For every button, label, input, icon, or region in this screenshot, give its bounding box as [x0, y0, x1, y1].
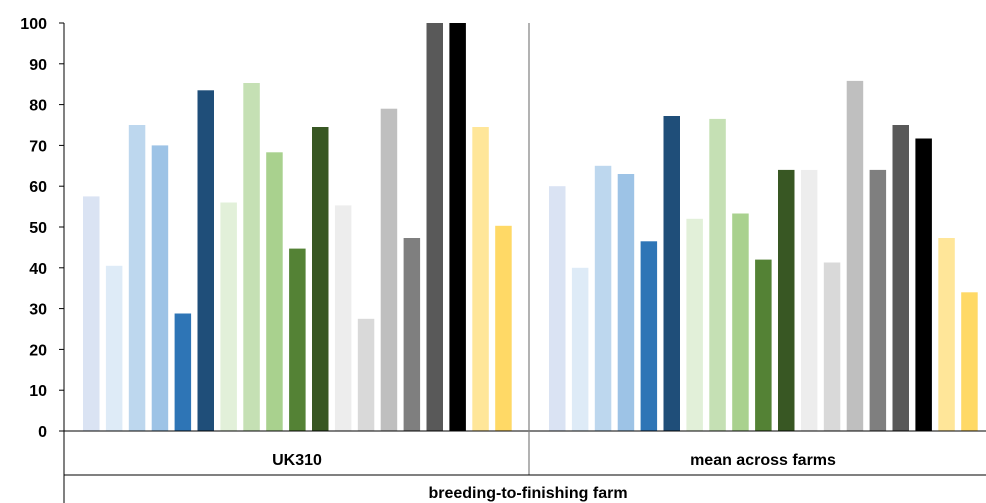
bars: [83, 23, 978, 432]
y-tick-label: 80: [29, 98, 47, 115]
bar-mean-5: [640, 241, 658, 431]
bar-uk310-8: [243, 83, 260, 431]
y-tick-label: 40: [29, 261, 47, 278]
y-tick-label: 90: [29, 57, 47, 74]
bar-uk310-16: [426, 23, 443, 431]
bar-uk310-1: [83, 196, 100, 431]
bar-mean-1: [549, 186, 566, 431]
bar-uk310-3: [128, 125, 146, 431]
y-tick-label: 20: [29, 342, 47, 359]
bar-mean-18: [938, 238, 955, 431]
bar-uk310-10: [289, 248, 306, 431]
bar-mean-7: [686, 218, 703, 431]
bar-mean-17: [915, 138, 932, 431]
y-tick-label: 60: [29, 179, 47, 196]
bar-uk310-2: [105, 265, 123, 431]
y-tick-label: 70: [29, 138, 47, 155]
bar-mean-8: [709, 118, 726, 432]
bar-mean-4: [617, 174, 635, 431]
bar-mean-10: [755, 259, 772, 431]
bar-mean-6: [663, 116, 680, 431]
category-axis: UK310 mean across farms breeding-to-fini…: [63, 23, 986, 503]
bar-mean-9: [732, 213, 749, 431]
bar-mean-15: [869, 169, 887, 431]
bar-uk310-4: [151, 145, 169, 431]
bar-mean-16: [892, 125, 909, 431]
bar-mean-3: [594, 165, 612, 432]
y-axis: 0 10 20 30 40 50 60 70 80 90 100: [20, 16, 64, 441]
bar-uk310-5: [174, 313, 192, 431]
bar-mean-12: [800, 169, 818, 431]
bar-uk310-18: [472, 127, 489, 431]
bar-uk310-13: [357, 318, 375, 431]
bar-uk310-15: [403, 238, 421, 431]
bar-uk310-9: [266, 152, 283, 432]
bar-uk310-17: [449, 23, 466, 431]
category-label-uk310: UK310: [272, 452, 322, 469]
y-tick-label: 10: [29, 383, 47, 400]
y-tick-label: 100: [20, 16, 47, 33]
bar-uk310-19: [495, 225, 512, 431]
bar-uk310-6: [197, 90, 214, 432]
bar-mean-14: [846, 80, 864, 432]
bar-uk310-7: [220, 202, 237, 431]
group-axis-label: breeding-to-finishing farm: [428, 485, 627, 502]
y-tick-label: 0: [38, 424, 47, 441]
bar-mean-11: [778, 169, 795, 431]
bar-mean-13: [823, 262, 841, 431]
y-tick-label: 50: [29, 220, 47, 237]
bar-uk310-14: [380, 108, 398, 431]
y-tick-label: 30: [29, 302, 47, 319]
category-label-mean-across-farms: mean across farms: [690, 452, 836, 469]
bar-mean-19: [961, 292, 978, 431]
bar-uk310-12: [334, 205, 352, 431]
bar-mean-2: [571, 267, 589, 431]
bar-uk310-11: [312, 127, 329, 431]
